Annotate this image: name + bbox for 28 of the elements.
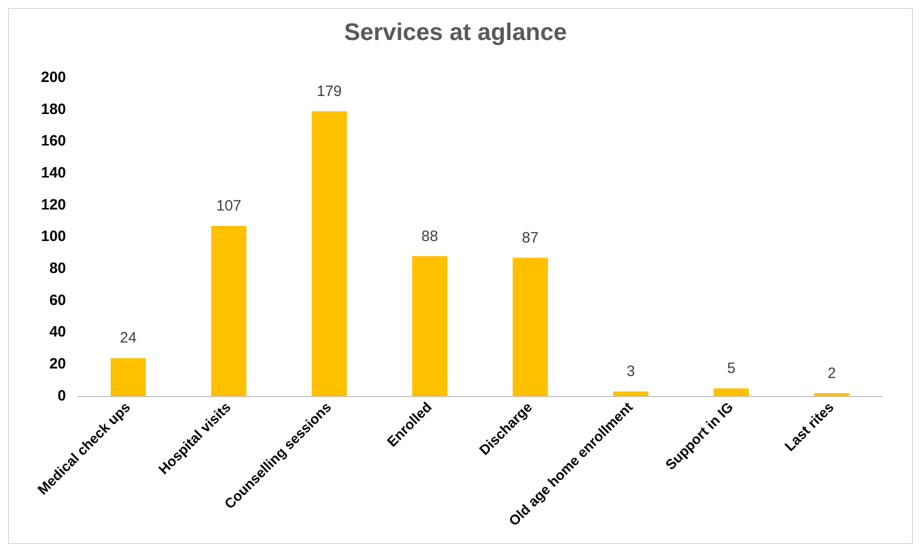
bar [211,226,246,396]
data-label: 24 [120,330,137,347]
y-tick-label: 80 [49,260,66,278]
bar [714,388,749,396]
data-label: 5 [727,360,736,377]
data-label: 3 [626,363,635,380]
data-label: 87 [522,229,539,246]
y-tick-label: 180 [40,100,66,118]
chart-title: Services at aglance [344,19,567,46]
y-tick-label: 120 [40,196,66,214]
bar [814,393,850,396]
bar [110,358,146,396]
bar [613,392,648,396]
y-tick-label: 200 [40,68,66,86]
y-tick-label: 60 [49,292,66,309]
bar [412,256,448,396]
data-label: 179 [316,82,342,100]
bar [312,111,347,396]
y-tick-label: 40 [49,324,66,341]
bar [512,258,548,396]
y-tick-label: 140 [40,164,66,182]
y-tick-label: 0 [58,387,66,404]
y-tick-label: 20 [49,356,66,373]
data-label: 2 [828,364,836,382]
data-label: 107 [216,198,242,215]
data-label: 88 [421,228,438,245]
y-tick-label: 100 [40,228,66,246]
y-tick-label: 160 [40,132,66,150]
